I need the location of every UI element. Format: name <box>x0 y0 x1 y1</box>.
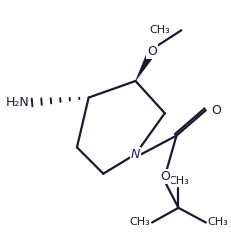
Text: O: O <box>211 104 221 117</box>
Text: O: O <box>159 170 169 183</box>
Text: O: O <box>146 45 156 58</box>
Text: CH₃: CH₃ <box>207 217 228 228</box>
Polygon shape <box>135 50 155 81</box>
Text: H₂N: H₂N <box>5 96 29 109</box>
Text: CH₃: CH₃ <box>129 217 149 228</box>
Text: N: N <box>130 148 140 161</box>
Text: CH₃: CH₃ <box>167 176 188 186</box>
Text: CH₃: CH₃ <box>148 25 169 35</box>
